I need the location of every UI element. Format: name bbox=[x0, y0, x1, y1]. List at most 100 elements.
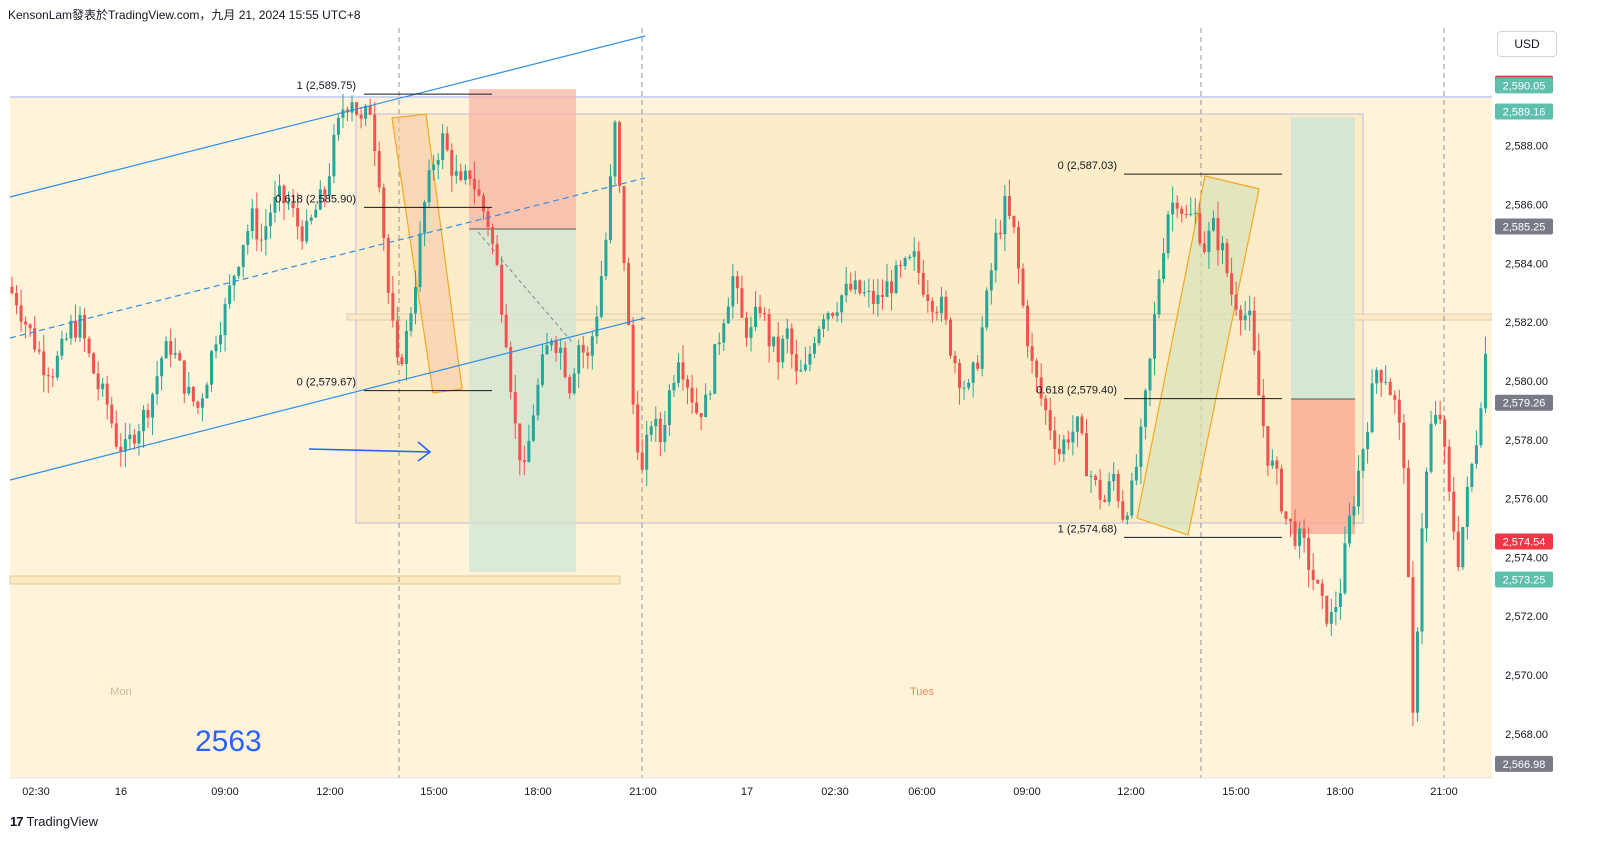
candle-body bbox=[241, 244, 245, 267]
candle-body bbox=[1270, 460, 1274, 466]
candle-body bbox=[164, 341, 168, 359]
candle-body bbox=[749, 327, 753, 338]
candle-body bbox=[1343, 543, 1347, 594]
candle-body bbox=[713, 344, 717, 394]
candle-body bbox=[812, 343, 816, 354]
channel-lower bbox=[9, 317, 646, 481]
candle-body bbox=[73, 320, 77, 338]
candle-body bbox=[731, 276, 735, 307]
candle-body bbox=[595, 316, 599, 337]
candle-body bbox=[586, 352, 590, 356]
candle-body bbox=[654, 418, 658, 427]
candle-body bbox=[1379, 370, 1383, 383]
candle-body bbox=[500, 264, 504, 315]
candle-body bbox=[958, 363, 962, 389]
candle-body bbox=[627, 263, 631, 325]
candle-body bbox=[663, 424, 667, 443]
candle-body bbox=[1075, 416, 1079, 432]
candle-body bbox=[78, 314, 82, 338]
candle-body bbox=[132, 434, 136, 444]
candle-body bbox=[1211, 217, 1215, 231]
candle-body bbox=[930, 300, 934, 312]
candle-body bbox=[291, 203, 295, 209]
candle-body bbox=[404, 330, 408, 364]
candle-body bbox=[418, 233, 422, 288]
candle-body bbox=[486, 211, 490, 228]
candle-body bbox=[509, 347, 513, 392]
candle-body bbox=[214, 344, 218, 352]
candle-body bbox=[314, 209, 318, 218]
candle-body bbox=[173, 353, 177, 355]
price-label-text: 2,573.25 bbox=[1503, 574, 1546, 586]
candle-body bbox=[985, 290, 989, 328]
y-tick-label: 2,584.00 bbox=[1505, 258, 1548, 270]
candle-body bbox=[1370, 383, 1374, 433]
candle-body bbox=[1483, 353, 1487, 409]
price-label-text: 2,589.16 bbox=[1503, 107, 1546, 119]
candle-body bbox=[1193, 212, 1197, 214]
candle-body bbox=[1447, 446, 1451, 492]
candle-body bbox=[1338, 593, 1342, 607]
candle-body bbox=[708, 393, 712, 395]
candle-body bbox=[550, 340, 554, 346]
candle-body bbox=[754, 306, 758, 328]
candle-body bbox=[1393, 395, 1397, 400]
x-tick-label: 02:30 bbox=[22, 786, 50, 798]
candle-body bbox=[935, 311, 939, 314]
candle-body bbox=[477, 189, 481, 196]
candle-body bbox=[776, 336, 780, 363]
candle-body bbox=[15, 292, 19, 306]
candle-body bbox=[19, 305, 23, 322]
candle-body bbox=[255, 208, 259, 240]
x-tick-label: 12:00 bbox=[1117, 786, 1145, 798]
x-tick-label: 15:00 bbox=[1222, 786, 1250, 798]
candle-body bbox=[980, 327, 984, 369]
candle-body bbox=[187, 386, 191, 394]
fib-level-label: 0.618 (2,579.40) bbox=[1036, 385, 1117, 397]
candle-body bbox=[976, 362, 980, 369]
candle-body bbox=[948, 319, 952, 356]
candle-body bbox=[513, 391, 517, 424]
candle-body bbox=[1334, 606, 1338, 613]
candle-body bbox=[423, 202, 427, 234]
channel-middle bbox=[9, 177, 646, 339]
candle-body bbox=[1470, 463, 1474, 487]
candle-body bbox=[336, 117, 340, 135]
candle-body bbox=[862, 292, 866, 294]
candle-body bbox=[300, 226, 304, 242]
candle-body bbox=[1429, 423, 1433, 472]
candle-body bbox=[1434, 414, 1438, 424]
candle-body bbox=[1080, 416, 1084, 434]
fib-level-label: 0 (2,587.03) bbox=[1058, 160, 1117, 172]
candle-body bbox=[1153, 314, 1157, 359]
candle-body bbox=[1298, 528, 1302, 546]
candle-body bbox=[717, 342, 721, 345]
day-label-tues: Tues bbox=[910, 686, 935, 698]
candle-body bbox=[871, 290, 875, 304]
candle-body bbox=[1325, 595, 1329, 624]
candle-body bbox=[690, 387, 694, 403]
candle-body bbox=[1479, 408, 1483, 446]
candle-body bbox=[1180, 208, 1184, 215]
candle-body bbox=[1139, 426, 1143, 467]
price-label-text: 2,590.05 bbox=[1503, 80, 1546, 92]
candle-body bbox=[581, 345, 585, 353]
candle-body bbox=[1048, 410, 1052, 431]
candle-body bbox=[468, 170, 472, 179]
trade-path-left bbox=[477, 231, 573, 343]
candle-body bbox=[472, 178, 476, 190]
candle-body bbox=[482, 195, 486, 212]
candle-body bbox=[69, 320, 73, 339]
candle-body bbox=[781, 338, 785, 363]
candle-body bbox=[835, 312, 839, 316]
candle-body bbox=[1366, 432, 1370, 450]
candle-body bbox=[822, 319, 826, 329]
candle-body bbox=[640, 452, 644, 470]
channel-upper bbox=[9, 35, 646, 198]
candle-body bbox=[268, 212, 272, 227]
currency-button[interactable]: USD bbox=[1497, 31, 1557, 57]
candle-body bbox=[309, 217, 313, 221]
y-tick-label: 2,588.00 bbox=[1505, 141, 1548, 153]
candle-body bbox=[1016, 227, 1020, 269]
